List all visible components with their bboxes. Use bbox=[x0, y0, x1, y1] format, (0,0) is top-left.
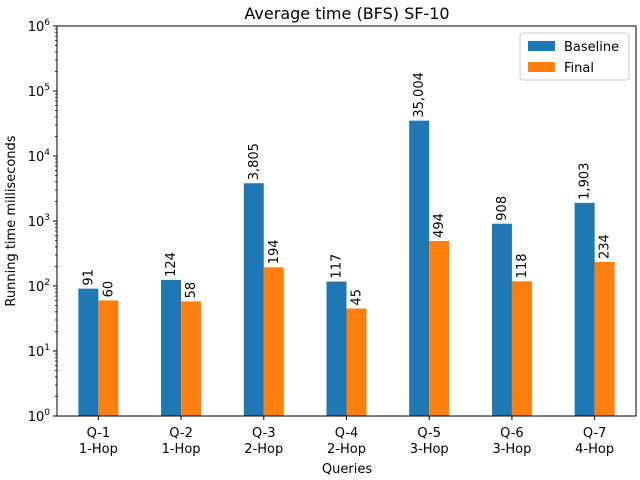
x-tick-sublabel-6: 3-Hop bbox=[492, 442, 531, 457]
x-tick-label-7: Q-7 bbox=[583, 426, 607, 441]
x-tick-label-4: Q-4 bbox=[335, 426, 359, 441]
bar-final-2 bbox=[181, 301, 202, 416]
legend-label-baseline: Baseline bbox=[564, 40, 619, 55]
x-tick-sublabel-1: 1-Hop bbox=[79, 442, 118, 457]
bar-baseline-5 bbox=[409, 120, 430, 416]
bar-final-6 bbox=[511, 281, 532, 416]
y-tick-label-0: 100 bbox=[28, 408, 51, 425]
bar-label-final-4: 45 bbox=[350, 289, 365, 306]
bar-label-final-1: 60 bbox=[101, 281, 116, 298]
bar-baseline-7 bbox=[574, 202, 595, 416]
x-tick-label-5: Q-5 bbox=[417, 426, 441, 441]
bar-baseline-3 bbox=[243, 183, 264, 416]
x-tick-sublabel-5: 3-Hop bbox=[410, 442, 449, 457]
x-axis-title: Queries bbox=[322, 462, 372, 477]
bar-label-baseline-6: 908 bbox=[495, 196, 510, 221]
bar-label-baseline-3: 3,805 bbox=[247, 143, 262, 180]
bar-label-baseline-5: 35,004 bbox=[412, 72, 427, 118]
bar-label-final-5: 494 bbox=[432, 213, 447, 238]
y-tick-label-6: 106 bbox=[28, 18, 51, 35]
x-tick-label-2: Q-2 bbox=[169, 426, 193, 441]
bar-label-baseline-4: 117 bbox=[330, 254, 345, 279]
legend-swatch-final bbox=[528, 62, 555, 72]
x-tick-label-1: Q-1 bbox=[87, 426, 111, 441]
legend: Baseline Final bbox=[519, 32, 630, 81]
bar-label-baseline-2: 124 bbox=[164, 252, 179, 277]
bar-label-final-6: 118 bbox=[515, 254, 530, 279]
legend-swatch-baseline bbox=[528, 41, 555, 51]
legend-label-final: Final bbox=[564, 61, 594, 76]
bar-label-baseline-7: 1,903 bbox=[578, 163, 593, 200]
x-tick-label-3: Q-3 bbox=[252, 426, 276, 441]
bar-baseline-6 bbox=[491, 223, 512, 416]
bar-final-7 bbox=[594, 262, 615, 416]
bar-label-final-2: 58 bbox=[184, 282, 199, 299]
bar-final-4 bbox=[346, 308, 367, 416]
y-tick-label-4: 104 bbox=[28, 148, 51, 165]
bar-label-baseline-1: 91 bbox=[81, 269, 96, 286]
chart-title: Average time (BFS) SF-10 bbox=[244, 4, 449, 23]
bar-label-final-7: 234 bbox=[598, 234, 613, 259]
bar-baseline-2 bbox=[161, 279, 182, 416]
bar-final-1 bbox=[98, 300, 119, 416]
plot-area: 91 124 3,805 117 35,004 908 1,903 60 58 194 45 494 1… bbox=[28, 18, 637, 457]
y-tick-label-1: 101 bbox=[28, 343, 50, 360]
x-tick-sublabel-3: 2-Hop bbox=[244, 442, 283, 457]
bar-final-3 bbox=[263, 267, 284, 416]
y-axis-title: Running time milliseconds bbox=[4, 135, 19, 306]
bar-baseline-1 bbox=[78, 288, 99, 416]
bar-label-final-3: 194 bbox=[267, 239, 282, 264]
bar-baseline-4 bbox=[326, 281, 347, 416]
y-tick-label-3: 103 bbox=[28, 213, 50, 230]
bar-final-5 bbox=[429, 240, 450, 416]
y-tick-label-2: 102 bbox=[28, 278, 50, 295]
x-tick-label-6: Q-6 bbox=[500, 426, 524, 441]
x-tick-sublabel-7: 4-Hop bbox=[575, 442, 614, 457]
x-tick-sublabel-2: 1-Hop bbox=[162, 442, 201, 457]
y-tick-label-5: 105 bbox=[28, 83, 50, 100]
x-tick-sublabel-4: 2-Hop bbox=[327, 442, 366, 457]
